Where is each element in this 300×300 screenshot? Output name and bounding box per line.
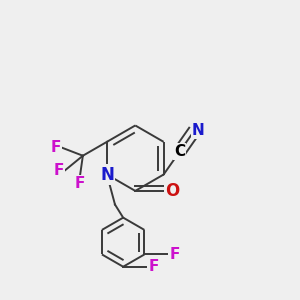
Text: F: F bbox=[170, 247, 180, 262]
Text: F: F bbox=[50, 140, 61, 155]
Text: C: C bbox=[174, 144, 185, 159]
Text: N: N bbox=[192, 123, 205, 138]
Text: F: F bbox=[74, 176, 85, 191]
Text: F: F bbox=[148, 259, 159, 274]
Text: O: O bbox=[165, 182, 179, 200]
Text: N: N bbox=[100, 166, 114, 184]
Text: F: F bbox=[54, 163, 64, 178]
